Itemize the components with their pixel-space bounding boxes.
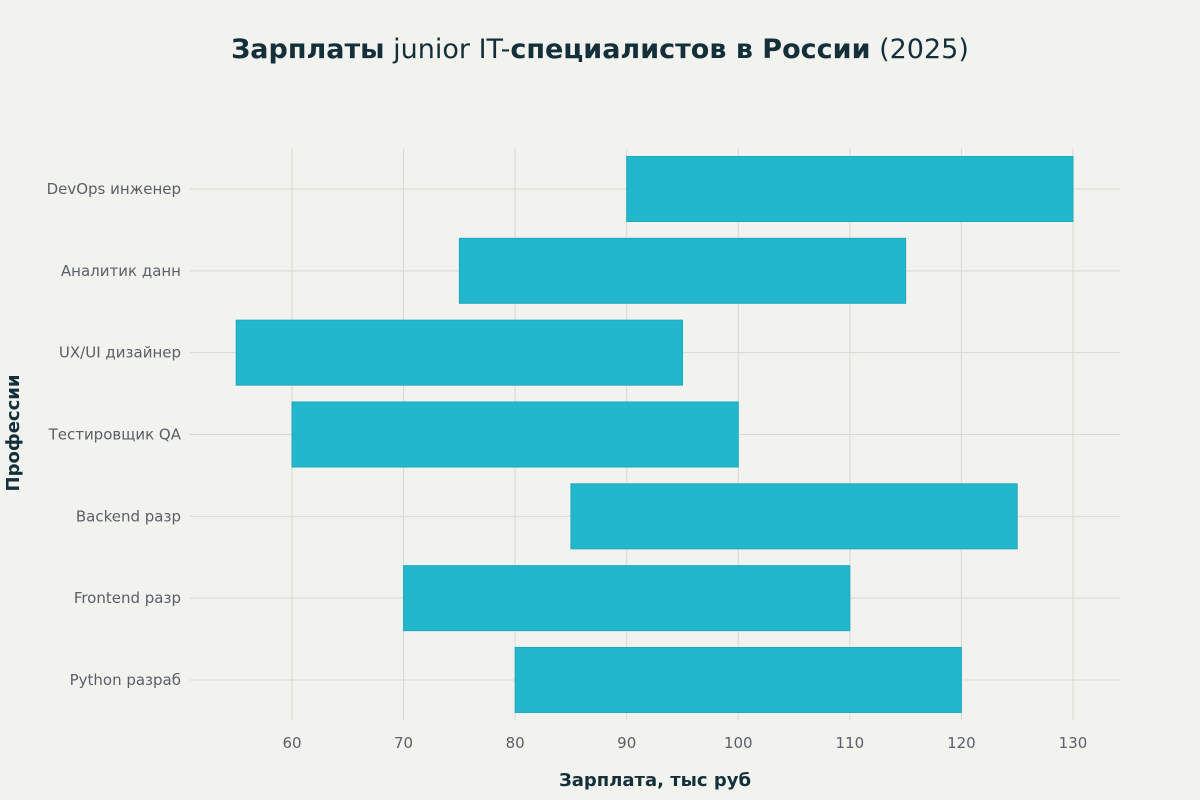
category-label: Тестировщик QA [48, 425, 182, 443]
x-tick-labels: 60 70 80 90 100 110 120 130 [282, 734, 1087, 752]
salary-bar [514, 646, 962, 713]
x-tick-label: 100 [724, 734, 753, 752]
bars [235, 156, 1074, 713]
x-tick-label: 110 [836, 734, 865, 752]
x-tick-label: 60 [282, 734, 301, 752]
x-tick-label: 80 [506, 734, 525, 752]
salary-bar [403, 565, 851, 632]
chart-title-part: (2025) [871, 34, 969, 65]
category-label: DevOps инженер [47, 180, 181, 198]
chart-title-part: Зарплаты [231, 34, 384, 65]
salary-bar [626, 156, 1074, 222]
x-tick-label: 70 [394, 734, 413, 752]
chart-title-part: специалистов в России [510, 34, 870, 65]
x-axis-title: Зарплата, тыс руб [559, 770, 751, 791]
chart-title-part: junior IT- [385, 34, 511, 65]
salary-bar [235, 319, 683, 386]
chart-title: Зарплаты junior IT-специалистов в России… [231, 34, 969, 65]
category-label: UX/UI дизайнер [59, 344, 181, 362]
category-label: Python разраб [70, 671, 181, 689]
x-tick-label: 120 [947, 734, 976, 752]
category-label: Frontend разр [74, 589, 181, 607]
y-axis-title: Профессии [3, 375, 24, 492]
salary-bar [570, 483, 1018, 550]
category-label: Backend разр [76, 507, 181, 525]
x-tick-label: 90 [617, 734, 636, 752]
salary-bar [458, 237, 907, 304]
x-tick-label: 130 [1059, 734, 1088, 752]
category-label: Аналитик данн [61, 262, 181, 280]
category-labels: DevOps инженер Аналитик данн UX/UI дизайне… [47, 180, 182, 689]
salary-bar [291, 401, 739, 468]
